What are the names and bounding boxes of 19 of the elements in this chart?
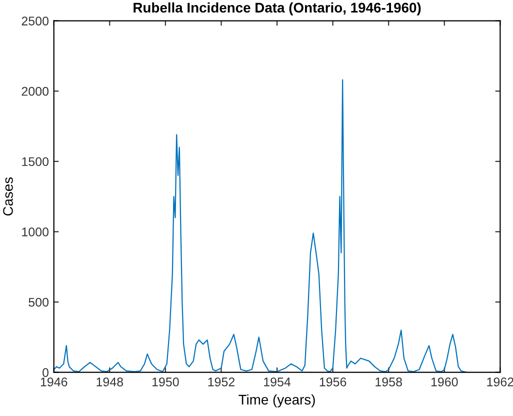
y-tick-label: 500 — [28, 298, 49, 307]
x-axis-title: Time (years) — [238, 394, 315, 408]
y-tick-label: 0 — [42, 368, 49, 377]
x-tick-label: 1946 — [40, 378, 68, 386]
x-tick-label: 1960 — [431, 378, 458, 386]
x-tick-label: 1958 — [376, 378, 402, 386]
y-tick-label: 1500 — [22, 157, 49, 166]
y-tick-label: 2500 — [22, 16, 49, 26]
x-tick-label: 1948 — [96, 378, 124, 386]
y-tick-label: 1000 — [22, 228, 49, 236]
x-tick-label: 1950 — [152, 378, 179, 386]
chart-title: Rubella Incidence Data (Ontario, 1946-1960) — [134, 2, 421, 16]
y-tick-label: 2000 — [22, 86, 49, 96]
x-tick-label: 1956 — [320, 378, 346, 386]
y-axis-title: Cases — [3, 177, 13, 216]
x-tick-label: 1962 — [487, 378, 513, 386]
x-tick-label: 1952 — [208, 378, 235, 386]
line-series — [54, 79, 468, 372]
x-tick-label: 1954 — [264, 378, 291, 386]
